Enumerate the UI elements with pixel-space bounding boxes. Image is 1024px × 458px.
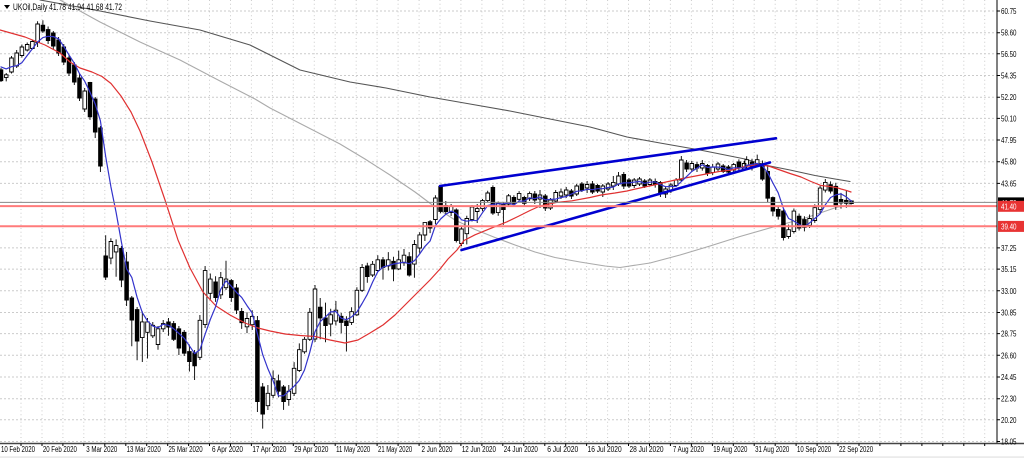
svg-text:16 Jul 2020: 16 Jul 2020 [588,445,623,454]
svg-text:19 Aug 2020: 19 Aug 2020 [713,445,748,454]
svg-text:31 Aug 2020: 31 Aug 2020 [755,445,790,454]
svg-text:17 Apr 2020: 17 Apr 2020 [252,445,287,454]
svg-text:39.40: 39.40 [1001,223,1017,232]
svg-text:10 Feb 2020: 10 Feb 2020 [1,445,36,454]
svg-text:2 Jun 2020: 2 Jun 2020 [422,445,453,454]
svg-text:18.05: 18.05 [1001,438,1017,447]
svg-text:30.85: 30.85 [1001,309,1017,318]
svg-text:12 Jun 2020: 12 Jun 2020 [462,445,497,454]
svg-text:20 Feb 2020: 20 Feb 2020 [43,445,78,454]
svg-text:13 Mar 2020: 13 Mar 2020 [127,445,162,454]
svg-text:28 Jul 2020: 28 Jul 2020 [629,445,664,454]
svg-text:50.10: 50.10 [1001,114,1017,123]
svg-text:24 Jun 2020: 24 Jun 2020 [504,445,539,454]
svg-text:28.75: 28.75 [1001,330,1017,339]
svg-text:52.20: 52.20 [1001,93,1017,102]
svg-text:6 Jul 2020: 6 Jul 2020 [547,445,578,454]
svg-text:UKOil,Daily 41.78 41.94 41.68: UKOil,Daily 41.78 41.94 41.68 41.72 [13,2,122,12]
svg-text:21 May 2020: 21 May 2020 [378,445,412,454]
svg-text:37.25: 37.25 [1001,244,1017,253]
svg-text:58.60: 58.60 [1001,29,1017,38]
svg-text:43.65: 43.65 [1001,179,1017,188]
svg-text:56.50: 56.50 [1001,50,1017,59]
svg-text:47.95: 47.95 [1001,136,1017,145]
svg-text:22.30: 22.30 [1001,395,1017,404]
svg-text:6 Apr 2020: 6 Apr 2020 [212,445,243,454]
svg-text:24.45: 24.45 [1001,373,1017,382]
svg-text:41.40: 41.40 [1001,202,1017,211]
svg-text:3 Mar 2020: 3 Mar 2020 [86,445,117,454]
svg-text:7 Aug 2020: 7 Aug 2020 [673,445,704,454]
svg-text:54.35: 54.35 [1001,72,1017,81]
svg-text:45.80: 45.80 [1001,158,1017,167]
svg-text:35.15: 35.15 [1001,265,1017,274]
svg-text:25 Mar 2020: 25 Mar 2020 [169,445,204,454]
svg-text:33.00: 33.00 [1001,287,1017,296]
svg-text:60.75: 60.75 [1001,7,1017,16]
svg-text:20.20: 20.20 [1001,416,1017,425]
svg-text:11 May 2020: 11 May 2020 [336,445,371,454]
svg-text:10 Sep 2020: 10 Sep 2020 [797,445,832,454]
svg-text:29 Apr 2020: 29 Apr 2020 [294,445,329,454]
svg-text:26.60: 26.60 [1001,351,1017,360]
svg-text:22 Sep 2020: 22 Sep 2020 [839,445,874,454]
